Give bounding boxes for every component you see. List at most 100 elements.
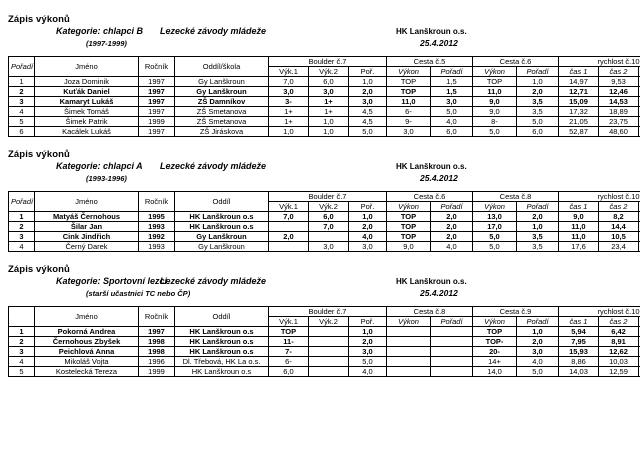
cell-bp: 5,0	[347, 126, 388, 137]
header-boulder-attempt2: Výk.2	[308, 66, 349, 77]
cell-c6p: 1,0	[516, 221, 560, 232]
cell-year: 1992	[138, 231, 175, 242]
cell-year: 1997	[138, 326, 175, 337]
cell-b2: 3,0	[308, 86, 349, 97]
header-route2-place: Pořadí	[516, 316, 560, 327]
cell-c6v: 9,0	[472, 106, 518, 117]
cell-bp: 4,5	[347, 116, 388, 127]
cell-c6v: 5,0	[472, 231, 518, 242]
cell-c5p: 1,5	[430, 86, 474, 97]
cell-rank: 5	[8, 116, 35, 127]
section-title-block: Zápis výkonů Kategorie: Sportovní lezci …	[0, 264, 640, 306]
table-body-3: 1 Pokorná Andrea 1997 HK Lanškroun o.s TOP 1,…	[8, 326, 640, 377]
header-group-speed: rychlost č.10	[558, 56, 640, 67]
cell-c5v	[386, 346, 432, 357]
cell-c5v	[386, 336, 432, 347]
cell-t2: 12,62	[598, 346, 640, 357]
cell-name: Kacálek Lukáš	[34, 126, 139, 137]
cell-name: Cink Jindřich	[34, 231, 139, 242]
cell-b1: 3,0	[268, 86, 309, 97]
cell-b1: 6,0	[268, 366, 309, 377]
header-group-speed: rychlost č.10	[558, 191, 640, 202]
cell-rank: 3	[8, 346, 35, 357]
category-label: Kategorie: chlapci B	[56, 26, 144, 36]
cell-rank: 1	[8, 211, 35, 222]
header-speed-time2: čas 2	[598, 201, 640, 212]
cell-bp: 3,0	[347, 346, 388, 357]
header-group-route-1: Cesta č.8	[386, 306, 474, 317]
header-speed-time1: čas 1	[558, 66, 600, 77]
cell-c5p	[430, 366, 474, 377]
page-title: Zápis výkonů	[8, 264, 70, 275]
table-row: 3 Peichlová Anna 1998 HK Lanškroun o.s 7- 3,0…	[8, 346, 640, 357]
cell-b1: 1+	[268, 106, 309, 117]
cell-t1: 17,6	[558, 241, 600, 252]
cell-tp: 4,0	[638, 241, 640, 252]
cell-bp: 2,0	[347, 336, 388, 347]
cell-rank: 6	[8, 126, 35, 137]
cell-c5v	[386, 366, 432, 377]
cell-c5v: TOP	[386, 76, 432, 87]
organizer-label: HK Lanškroun o.s.	[396, 277, 467, 286]
cell-t1: 52,87	[558, 126, 600, 137]
cell-c5v: 11,0	[386, 96, 432, 107]
cell-c6v: 20-	[472, 346, 518, 357]
cell-b1: 6-	[268, 356, 309, 367]
cell-c5p	[430, 326, 474, 337]
header-group-boulder: Boulder č.7	[267, 56, 388, 67]
cell-t2: 10,5	[598, 231, 640, 242]
cell-c6p: 6,0	[516, 126, 560, 137]
cell-name: Černý Darek	[34, 241, 139, 252]
cell-club: Gy Lanškroun	[174, 86, 269, 97]
cell-c6p: 1,0	[516, 76, 560, 87]
cell-rank: 3	[8, 96, 35, 107]
cell-club: HK Lanškroun o.s	[174, 366, 269, 377]
cell-name: Černohous Zbyšek	[34, 336, 139, 347]
organizer-label: HK Lanškroun o.s.	[396, 162, 467, 171]
table-row: 4 Šimek Tomáš 1997 ZŠ Smetanova 1+ 1+ 4,5 6- 5,0…	[8, 106, 640, 117]
cell-c5p: 2,0	[430, 211, 474, 222]
header-group-route-2: Cesta č.8	[472, 191, 560, 202]
cell-name: Joza Dominik	[34, 76, 139, 87]
cell-bp: 1,0	[347, 211, 388, 222]
table-header-sub-row: Výk.1 Výk.2 Poř. Výkon Pořadí Výkon Pořa…	[9, 316, 640, 327]
cell-year: 1993	[138, 241, 175, 252]
cell-b1: 11-	[268, 336, 309, 347]
cell-c5p: 5,0	[430, 106, 474, 117]
cell-club: ZŠ Damníkov	[174, 96, 269, 107]
header-route1-place: Pořadí	[430, 66, 474, 77]
header-group-boulder: Boulder č.7	[267, 306, 388, 317]
cell-club: HK Lanškroun o.s	[174, 326, 269, 337]
table-row: 1 Matyáš Černohous 1995 HK Lanškroun o.s 7,0…	[8, 211, 640, 222]
header-route1-perf: Výkon	[386, 316, 432, 327]
category-label: Kategorie: chlapci A	[56, 161, 143, 171]
header-name: Jméno	[34, 306, 139, 327]
table-row: 5 Kostelecká Tereza 1999 HK Lanškroun o.s 6,…	[8, 366, 640, 377]
cell-t2: 8,91	[598, 336, 640, 347]
cell-b2: 6,0	[308, 211, 349, 222]
cell-b2: 3,0	[308, 241, 349, 252]
section-title-block: Zápis výkonů Kategorie: chlapci A Lezeck…	[0, 149, 640, 191]
header-year: Ročník	[138, 191, 175, 212]
event-label: Lezecké závody mládeže	[160, 26, 267, 36]
cell-c6p: 3,0	[516, 346, 560, 357]
cell-b2: 6,0	[308, 76, 349, 87]
cell-c6v: 5,0	[472, 126, 518, 137]
table-row: 1 Joza Dominik 1997 Gy Lanškroun 7,0 6,0 1,0 TO…	[8, 76, 640, 87]
header-route1-place: Pořadí	[430, 201, 474, 212]
header-rank	[8, 306, 35, 327]
cell-b1	[268, 241, 309, 252]
cell-rank: 2	[8, 86, 35, 97]
event-label: Lezecké závody mládeže	[160, 161, 267, 171]
cell-year: 1998	[138, 346, 175, 357]
page-title: Zápis výkonů	[8, 149, 70, 160]
cell-t2: 12,46	[598, 86, 640, 97]
cell-name: Matyáš Černohous	[34, 211, 139, 222]
header-speed-time1: čas 1	[558, 316, 600, 327]
table-header-sub-row: Výk.1 Výk.2 Poř. Výkon Pořadí Výkon Pořa…	[9, 201, 640, 212]
cell-t2: 10,03	[598, 356, 640, 367]
cell-c6v: 14,0	[472, 366, 518, 377]
header-route1-place: Pořadí	[430, 316, 474, 327]
cell-bp: 2,0	[347, 86, 388, 97]
header-club: Oddíl	[174, 306, 269, 327]
